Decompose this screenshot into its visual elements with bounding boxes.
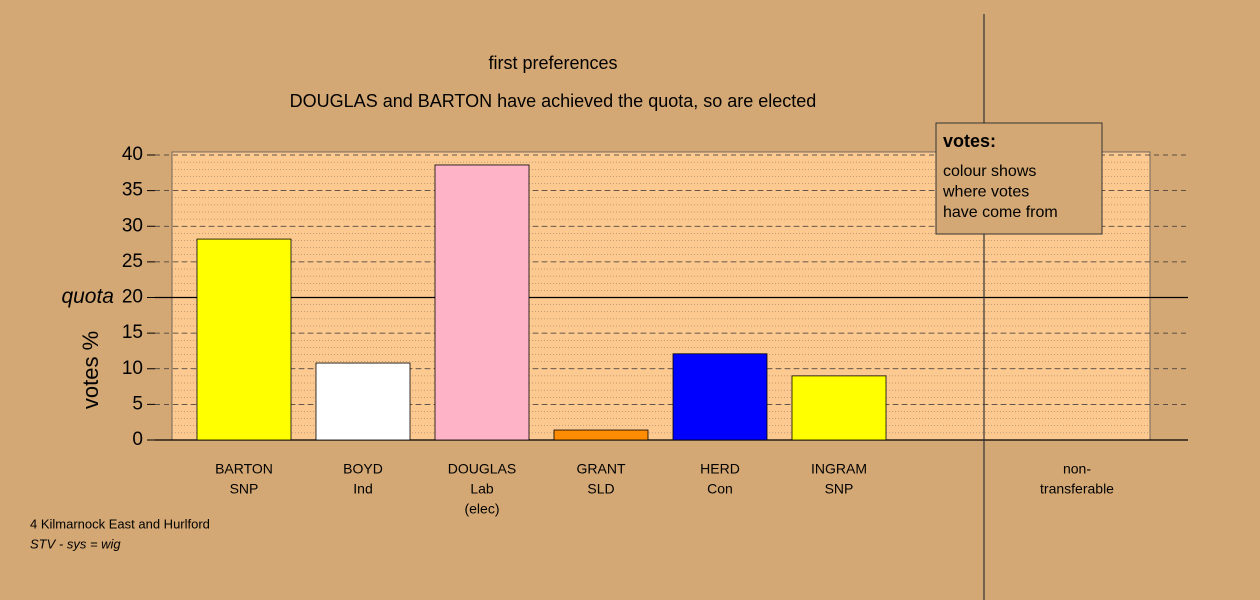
- bar: [553, 429, 649, 441]
- x-tick-label: GRANT: [577, 461, 626, 477]
- x-tick-label: SNP: [230, 481, 259, 497]
- x-tick-label: non-: [1063, 461, 1091, 477]
- bar: [434, 164, 530, 441]
- y-tick-label: 25: [122, 251, 143, 272]
- x-tick-label: Lab: [470, 481, 494, 497]
- legend-box: [935, 122, 1103, 235]
- legend-text: where votes: [942, 184, 1029, 201]
- x-tick-label: Con: [707, 481, 733, 497]
- y-tick-label: 35: [122, 180, 143, 201]
- chart-title: first preferences: [488, 53, 617, 73]
- quota-label: quota: [61, 285, 114, 308]
- x-tick-label: (elec): [464, 501, 499, 517]
- legend-text: have come from: [943, 204, 1058, 221]
- x-tick-label: BOYD: [343, 461, 383, 477]
- y-tick-label: 15: [122, 322, 143, 343]
- footer-line: STV - sys = wig: [30, 536, 121, 551]
- x-tick-label: SLD: [587, 481, 614, 497]
- bar: [791, 375, 887, 441]
- x-tick-label: transferable: [1040, 481, 1114, 497]
- bar: [196, 238, 292, 441]
- x-tick-label: BARTON: [215, 461, 273, 477]
- x-tick-label: Ind: [353, 481, 372, 497]
- x-tick-label: HERD: [700, 461, 740, 477]
- x-tick-label: DOUGLAS: [448, 461, 516, 477]
- x-tick-label: INGRAM: [811, 461, 867, 477]
- y-tick-label: 20: [122, 287, 143, 308]
- y-axis-label: votes %: [78, 331, 103, 409]
- bar: [672, 353, 768, 441]
- bar: [315, 362, 411, 441]
- legend-text: colour shows: [943, 163, 1036, 180]
- y-tick-label: 5: [132, 393, 143, 414]
- y-tick-label: 10: [122, 358, 143, 379]
- y-tick-label: 0: [132, 429, 143, 450]
- footer-line: 4 Kilmarnock East and Hurlford: [30, 516, 210, 531]
- legend-title: votes:: [943, 131, 996, 151]
- chart-subtitle: DOUGLAS and BARTON have achieved the quo…: [290, 91, 817, 111]
- x-tick-label: SNP: [825, 481, 854, 497]
- y-tick-label: 30: [122, 215, 143, 236]
- y-tick-label: 40: [122, 144, 143, 165]
